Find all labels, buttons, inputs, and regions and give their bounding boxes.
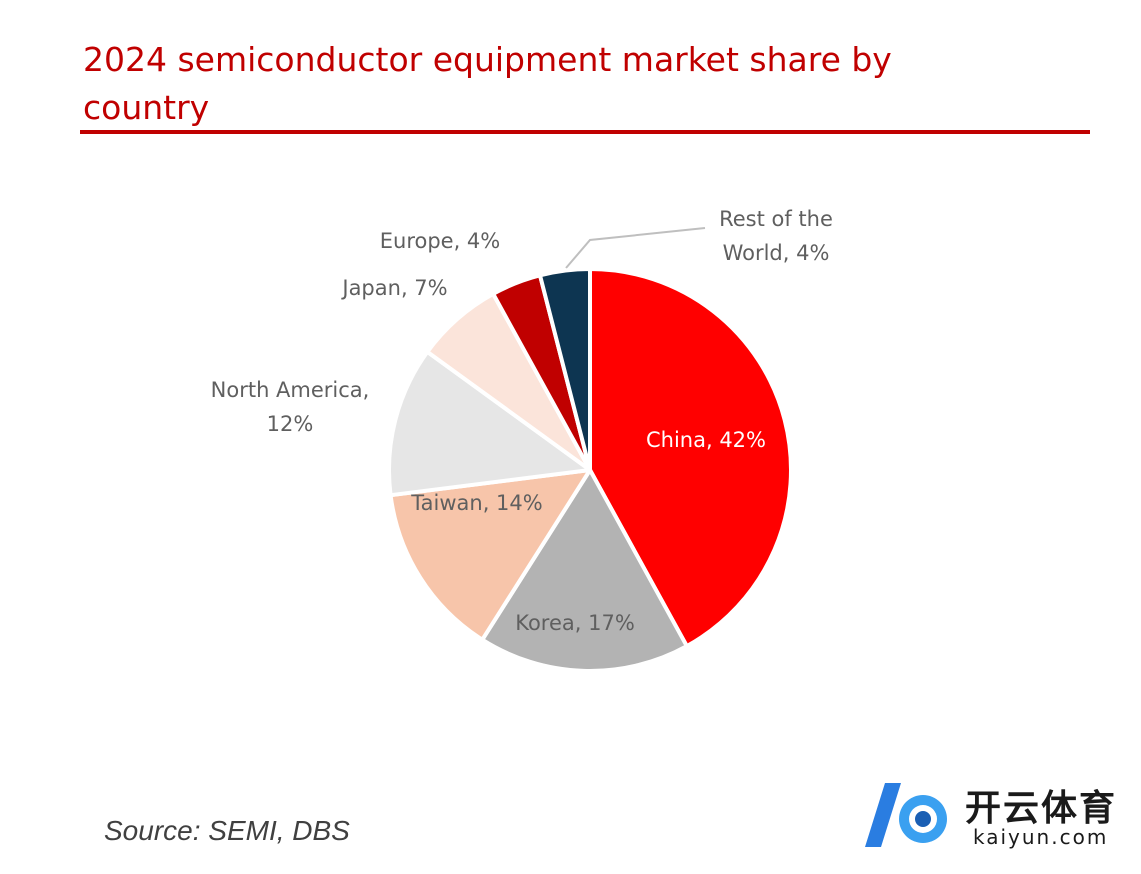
logo-icon	[865, 783, 947, 847]
logo: 开云体育 kaiyun.com	[855, 775, 1135, 855]
title-rule	[80, 130, 1090, 134]
pie-slice	[480, 468, 689, 673]
leader-line	[565, 227, 706, 269]
data-label: Rest of the World, 4%	[719, 207, 833, 265]
data-label: North America, 12%	[210, 378, 370, 436]
pie-slice	[387, 349, 592, 498]
source-note: Source: SEMI, DBS	[104, 815, 350, 846]
pie-slice	[388, 468, 592, 642]
logo-name: 开云体育	[965, 788, 1118, 829]
pie-slice	[538, 267, 592, 472]
data-label: Taiwan, 14%	[411, 491, 543, 515]
logo-site: kaiyun.com	[973, 825, 1109, 849]
data-label: Japan, 7%	[342, 276, 448, 300]
pie-slice	[588, 267, 793, 649]
data-label: Europe, 4%	[379, 229, 501, 253]
chart-title: 2024 semiconductor equipment market shar…	[83, 40, 892, 127]
data-label: Korea, 17%	[515, 611, 635, 635]
data-label: China, 42%	[645, 428, 766, 452]
